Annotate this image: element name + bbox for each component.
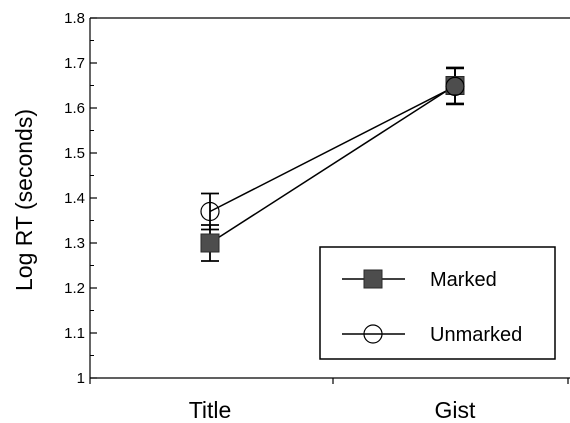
y-tick-label: 1.1 (64, 325, 85, 342)
data-point-marked (200, 233, 220, 253)
y-tick-label: 1.6 (64, 100, 85, 117)
legend-label: Unmarked (430, 324, 522, 346)
y-tick-label: 1.3 (64, 235, 85, 252)
legend-box (319, 246, 556, 360)
y-axis-label: Log RT (seconds) (11, 109, 37, 291)
x-tick-label: Gist (435, 397, 477, 423)
series-unmarked (201, 67, 464, 231)
y-tick-label: 1.4 (64, 190, 85, 207)
legend-marker-marked (363, 269, 383, 289)
legend-label: Marked (430, 269, 497, 291)
x-tick-label: Title (189, 397, 232, 423)
y-tick-label: 1.5 (64, 145, 85, 162)
y-tick-label: 1 (77, 370, 85, 387)
legend-marker-unmarked (363, 324, 383, 344)
x-ticks: Title Gist (89, 378, 569, 423)
legend: Marked Unmarked (319, 246, 556, 360)
y-tick-label: 1.7 (64, 55, 85, 72)
data-point-unmarked (200, 201, 220, 222)
series-line (209, 85, 456, 213)
data-point-unmarked (445, 76, 465, 97)
y-tick-label: 1.8 (64, 10, 85, 27)
y-ticks: 1 1.1 1.2 1.3 1.4 1.5 1.6 1.7 1.8 (64, 10, 97, 387)
series-marked (201, 66, 464, 262)
y-tick-label: 1.2 (64, 280, 85, 297)
series-layer (200, 66, 465, 262)
series-line (209, 84, 456, 244)
